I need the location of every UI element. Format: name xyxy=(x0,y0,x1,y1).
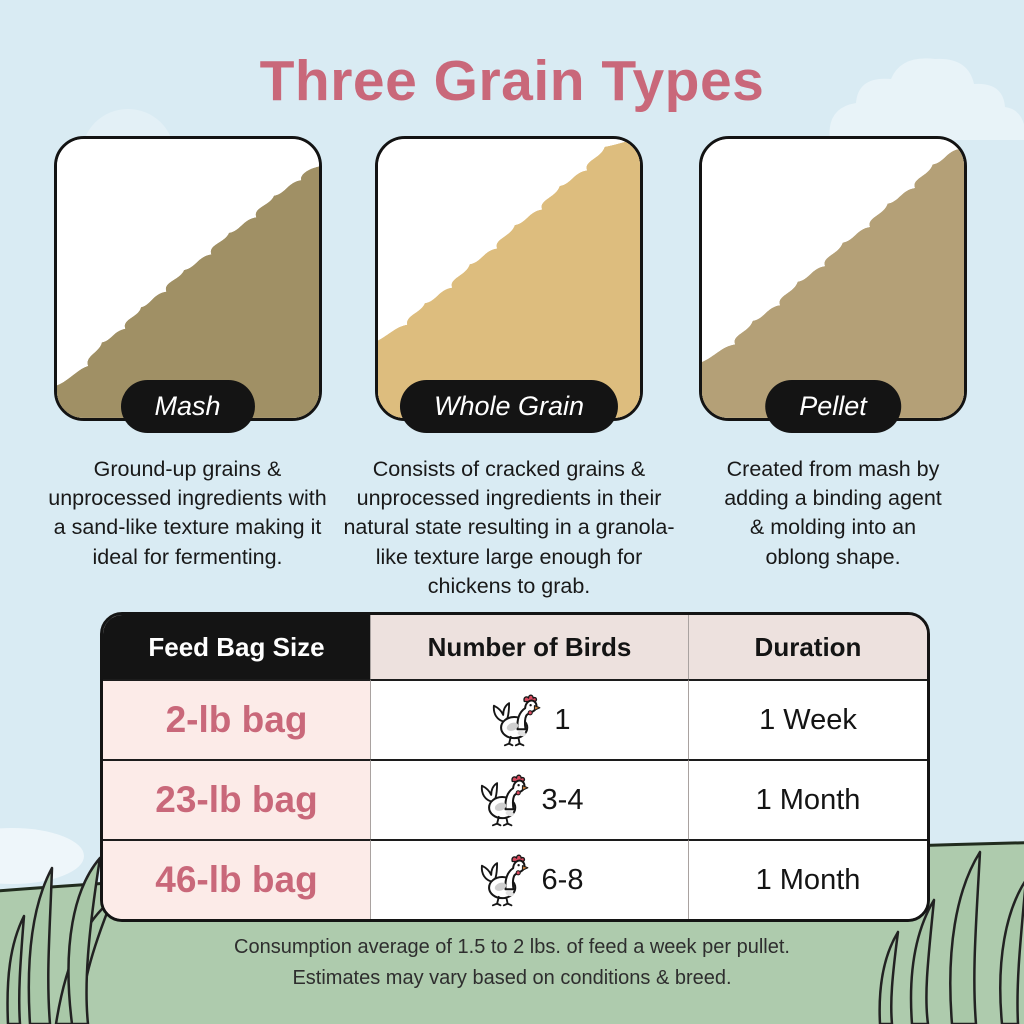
whole-grain-photo xyxy=(375,136,643,421)
birds-count: 3-4 xyxy=(541,783,584,816)
birds-cell: 1 xyxy=(370,679,688,759)
header-duration: Duration xyxy=(688,615,927,679)
duration-cell: 1 Month xyxy=(688,839,927,919)
grain-description: Consists of cracked grains & unprocessed… xyxy=(343,457,675,598)
cloud-icon xyxy=(0,828,84,884)
card-pellet: Pellet Created from mash by adding a bin… xyxy=(688,136,978,572)
bag-size-cell: 46-lb bag xyxy=(103,839,370,919)
footnote-line-2: Estimates may vary based on conditions &… xyxy=(292,967,732,989)
duration-cell: 1 Week xyxy=(688,679,927,759)
duration-cell: 1 Month xyxy=(688,759,927,839)
cloud-icon xyxy=(829,58,1024,140)
header-feed-bag-size: Feed Bag Size xyxy=(103,615,370,679)
grain-description: Created from mash by adding a binding ag… xyxy=(724,457,942,569)
grain-label: Pellet xyxy=(765,380,901,433)
bag-size-cell: 2-lb bag xyxy=(103,679,370,759)
chicken-icon xyxy=(476,773,530,827)
card-mash: Mash Ground-up grains & unprocessed ingr… xyxy=(35,136,340,572)
birds-count: 1 xyxy=(554,703,571,736)
bag-size-cell: 23-lb bag xyxy=(103,759,370,839)
grass-icon xyxy=(6,856,114,1024)
grain-description: Ground-up grains & unprocessed ingredien… xyxy=(48,457,327,569)
birds-cell: 3-4 xyxy=(370,759,688,839)
feed-table: Feed Bag Size Number of Birds Duration 2… xyxy=(100,612,930,922)
birds-cell: 6-8 xyxy=(370,839,688,919)
footnote-line-1: Consumption average of 1.5 to 2 lbs. of … xyxy=(234,936,790,958)
page-title: Three Grain Types xyxy=(259,49,765,113)
chicken-icon xyxy=(476,853,530,907)
pellet-photo xyxy=(699,136,967,421)
mash-photo xyxy=(53,136,322,421)
grain-label: Mash xyxy=(120,380,255,433)
chicken-icon xyxy=(488,693,542,747)
footnote: Consumption average of 1.5 to 2 lbs. of … xyxy=(0,932,1024,994)
grass-icon xyxy=(878,850,1024,1024)
header-number-of-birds: Number of Birds xyxy=(370,615,688,679)
grain-label: Whole Grain xyxy=(399,380,619,433)
card-whole-grain: Whole Grain Consists of cracked grains &… xyxy=(342,136,676,601)
birds-count: 6-8 xyxy=(541,863,584,896)
